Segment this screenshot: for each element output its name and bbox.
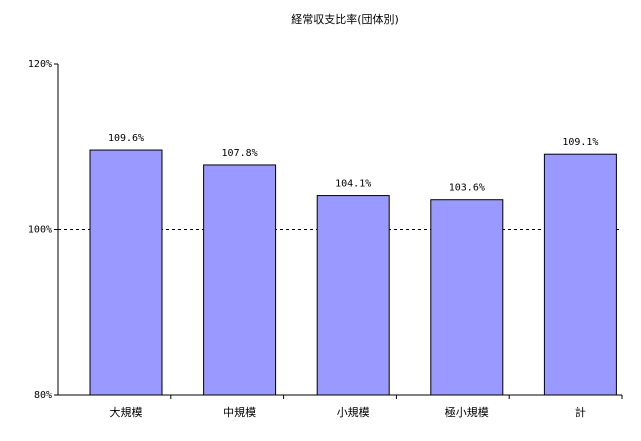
x-tick-label: 中規模	[223, 405, 256, 419]
x-tick-label: 計	[575, 405, 586, 419]
y-tick-label: 100%	[28, 225, 52, 236]
value-label: 104.1%	[335, 179, 371, 190]
bar	[543, 153, 617, 396]
chart-title: 経常収支比率(団体別)	[291, 12, 399, 26]
bar	[316, 195, 390, 396]
y-tick-label: 120%	[28, 59, 52, 70]
bar	[430, 199, 504, 396]
x-tick-label: 小規模	[337, 405, 370, 419]
bar	[89, 149, 163, 396]
x-tick-label: 極小規模	[445, 405, 489, 419]
x-tick-label: 大規模	[110, 405, 143, 419]
value-label: 103.6%	[449, 183, 485, 194]
y-tick-label: 80%	[34, 390, 52, 401]
value-label: 109.1%	[562, 137, 598, 148]
value-label: 109.6%	[108, 133, 144, 144]
bar	[203, 164, 277, 396]
value-label: 107.8%	[222, 148, 258, 159]
